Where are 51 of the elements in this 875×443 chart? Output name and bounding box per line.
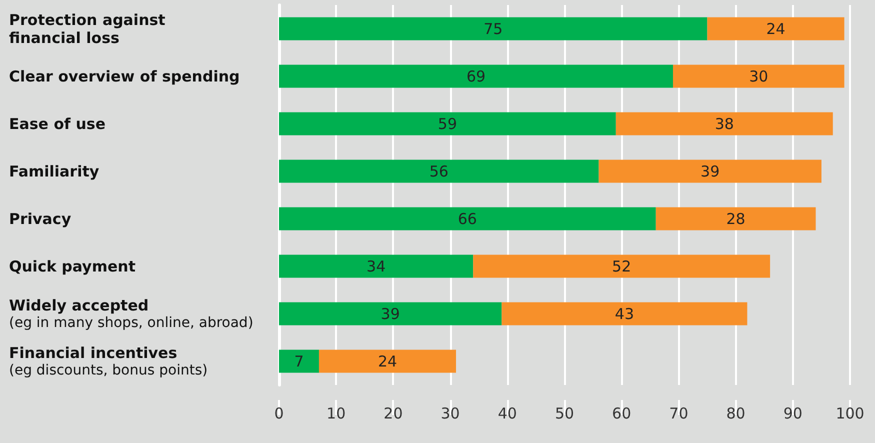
- bar: [279, 302, 502, 326]
- data-label: 69: [466, 67, 486, 86]
- data-label: 52: [612, 257, 632, 276]
- x-tick-label: 80: [726, 404, 746, 422]
- data-label: 28: [726, 210, 746, 228]
- data-label: 39: [700, 162, 720, 180]
- bar: [502, 302, 748, 326]
- data-label: 59: [438, 114, 457, 133]
- x-tick-label: 20: [384, 404, 403, 422]
- x-tick-label: 30: [440, 404, 460, 422]
- bar: [279, 207, 656, 230]
- y-tick-label: Clear overview of spending: [9, 67, 240, 86]
- data-label: 38: [714, 114, 734, 133]
- y-tick-label: Ease of use: [9, 114, 106, 133]
- data-label: 7: [294, 352, 304, 370]
- data-label: 24: [378, 352, 398, 370]
- bar: [656, 207, 816, 230]
- data-label: 24: [766, 20, 786, 38]
- bar: [672, 64, 844, 88]
- x-tick-label: 60: [612, 404, 632, 422]
- x-tick-label: 0: [274, 404, 284, 422]
- bar: [279, 160, 599, 183]
- y-tick-label: Financial incentives (eg discounts, bonus points): [9, 344, 208, 378]
- data-label: 66: [458, 210, 477, 228]
- data-label: 75: [484, 20, 503, 38]
- x-tick-label: 90: [783, 404, 802, 422]
- data-label: 34: [366, 257, 386, 276]
- x-tick-label: 100: [836, 404, 864, 422]
- y-tick-label: Quick payment: [9, 257, 136, 276]
- data-label: 43: [614, 304, 634, 323]
- bar: [707, 17, 844, 40]
- y-tick-label: Privacy: [9, 210, 72, 228]
- x-tick-label: 10: [326, 404, 346, 422]
- bar: [318, 350, 456, 373]
- data-label: 30: [749, 67, 768, 86]
- bar: [279, 64, 673, 88]
- bar: [279, 350, 319, 373]
- y-tick-label: Widely accepted (eg in many shops, online, abroad): [9, 296, 254, 331]
- bar: [279, 254, 474, 278]
- bar: [473, 254, 770, 278]
- data-label: 39: [380, 304, 400, 323]
- x-tick-label: 40: [498, 404, 517, 422]
- bar: [279, 17, 708, 40]
- x-tick-label: 70: [669, 404, 688, 422]
- y-tick-label: Protection against financial loss: [9, 10, 166, 47]
- x-tick-label: 50: [554, 404, 574, 422]
- y-tick-label: Familiarity: [9, 162, 100, 180]
- bar: [279, 112, 616, 136]
- bar: [598, 160, 822, 183]
- data-label: 56: [429, 162, 448, 180]
- bar: [616, 112, 833, 136]
